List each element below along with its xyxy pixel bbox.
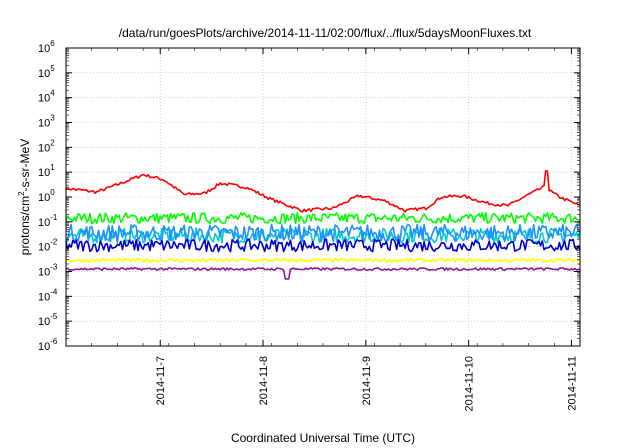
- y-axis: 10-6 10-5 10-4 10-3 10-2 10-1 100 101 102 103 104 1…: [38, 39, 580, 353]
- y-tick-label: 10-2: [38, 238, 58, 254]
- x-tick-label: 2014-11-7: [155, 356, 167, 405]
- y-tick-label: 10-6: [38, 337, 58, 353]
- x-axis-label: Coordinated Universal Time (UTC): [231, 431, 415, 445]
- y-tick-label: 10-1: [38, 213, 58, 229]
- y-tick-label: 100: [38, 188, 55, 204]
- series-line-0: [65, 170, 581, 213]
- x-axis: 2014-11-7 2014-11-8 2014-11-9 2014-11-10 201…: [65, 48, 581, 411]
- series-line-3: [65, 223, 581, 243]
- y-tick-label: 101: [38, 163, 55, 179]
- y-tick-label: 106: [38, 39, 55, 55]
- x-tick-label: 2014-11-8: [258, 356, 270, 405]
- series-line-1: [65, 211, 581, 225]
- y-tick-label: 10-3: [38, 263, 58, 279]
- y-tick-label: 10-4: [38, 287, 58, 303]
- series-line-4: [65, 238, 581, 253]
- series-line-5: [65, 257, 581, 263]
- plot-frame: [65, 47, 581, 347]
- data-series: [65, 170, 581, 280]
- y-tick-label: 102: [38, 138, 55, 154]
- y-tick-label: 103: [38, 114, 55, 130]
- x-tick-label: 2014-11-9: [361, 356, 373, 405]
- x-tick-label: 2014-11-10: [464, 356, 476, 411]
- series-line-6: [65, 267, 581, 280]
- chart-title: /data/run/goesPlots/archive/2014-11-11/0…: [119, 26, 532, 40]
- x-tick-label: 2014-11-11: [566, 356, 578, 411]
- grid-lines: [66, 48, 580, 346]
- y-axis-label: protons/cm2-s-sr-MeV: [17, 139, 32, 255]
- y-tick-label: 10-5: [38, 312, 58, 328]
- y-tick-label: 104: [38, 89, 55, 105]
- y-tick-label: 105: [38, 64, 55, 80]
